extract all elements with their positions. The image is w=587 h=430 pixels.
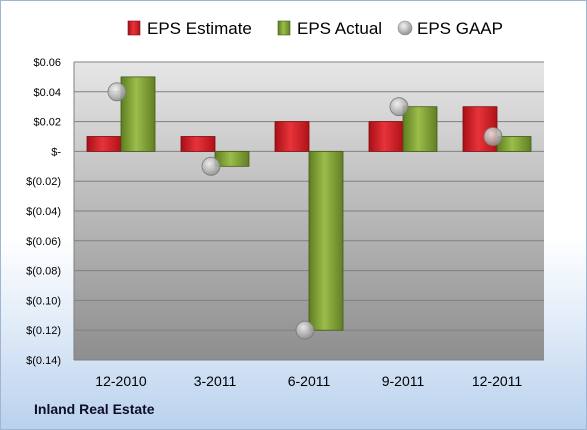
point-eps-gaap-2 bbox=[295, 320, 315, 340]
y-tick-label: $(0.04) bbox=[26, 206, 61, 218]
point-eps-gaap-0 bbox=[107, 82, 127, 102]
point-eps-gaap-4 bbox=[483, 127, 503, 146]
y-tick-label: $(0.06) bbox=[26, 236, 61, 248]
y-tick-label: $(0.14) bbox=[26, 355, 61, 367]
y-tick-label: $(0.02) bbox=[26, 176, 61, 188]
y-tick-label: $(0.08) bbox=[26, 266, 61, 278]
legend-swatch bbox=[127, 20, 141, 36]
point-eps-gaap-1 bbox=[201, 156, 221, 176]
x-tick-label: 12-2011 bbox=[472, 373, 523, 389]
bar-eps-actual-0 bbox=[120, 76, 156, 152]
y-tick-label: $(0.10) bbox=[26, 295, 61, 307]
x-tick-label: 3-2011 bbox=[194, 373, 237, 389]
company-name: Inland Real Estate bbox=[34, 401, 155, 417]
legend-label: EPS Actual bbox=[297, 19, 382, 38]
y-tick-label: $0.04 bbox=[33, 87, 61, 99]
bar-eps-estimate-0 bbox=[86, 136, 122, 152]
bar-eps-actual-2 bbox=[308, 150, 344, 331]
bar-eps-estimate-2 bbox=[274, 121, 310, 152]
y-tick-label: $0.02 bbox=[33, 117, 61, 129]
bar-eps-estimate-1 bbox=[180, 136, 216, 152]
legend-label: EPS Estimate bbox=[147, 19, 252, 38]
y-tick-label: $0.06 bbox=[33, 57, 61, 69]
legend-swatch bbox=[397, 20, 413, 36]
legend-label: EPS GAAP bbox=[417, 19, 503, 38]
point-eps-gaap-3 bbox=[389, 97, 409, 117]
x-tick-label: 12-2010 bbox=[95, 373, 147, 389]
bar-eps-actual-3 bbox=[402, 106, 438, 152]
y-tick-label: $(0.12) bbox=[26, 325, 61, 337]
bar-eps-estimate-3 bbox=[368, 121, 404, 152]
legend-swatch bbox=[277, 20, 291, 36]
x-tick-label: 9-2011 bbox=[382, 373, 425, 389]
y-tick-label: $- bbox=[51, 146, 61, 158]
x-tick-label: 6-2011 bbox=[288, 373, 331, 389]
